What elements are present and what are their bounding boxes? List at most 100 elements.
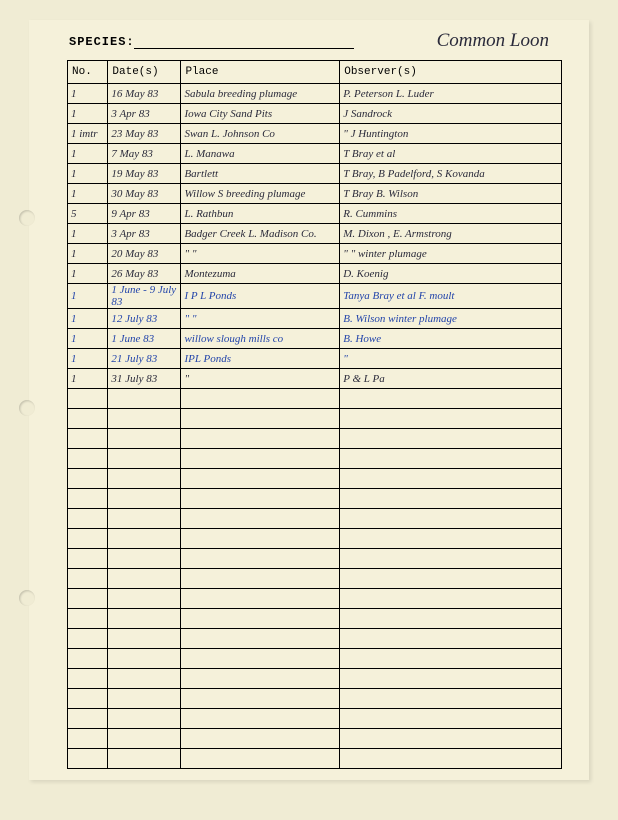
observation-table: No. Date(s) Place Observer(s) 116 May 83…: [67, 60, 562, 769]
cell-place: Swan L. Johnson Co: [181, 124, 340, 144]
cell-place: IPL Ponds: [181, 349, 340, 369]
cell-empty: [181, 609, 340, 629]
cell-empty: [181, 569, 340, 589]
table-row: 130 May 83Willow S breeding plumageT Bra…: [68, 184, 562, 204]
cell-empty: [181, 729, 340, 749]
cell-empty: [68, 509, 108, 529]
cell-empty: [181, 689, 340, 709]
cell-no: 1: [68, 329, 108, 349]
table-row-empty: [68, 729, 562, 749]
cell-empty: [108, 689, 181, 709]
cell-place: Sabula breeding plumage: [181, 84, 340, 104]
table-row-empty: [68, 689, 562, 709]
cell-empty: [108, 409, 181, 429]
cell-empty: [108, 729, 181, 749]
cell-date: 1 June 83: [108, 329, 181, 349]
cell-empty: [68, 589, 108, 609]
cell-no: 1: [68, 164, 108, 184]
cell-date: 21 July 83: [108, 349, 181, 369]
cell-empty: [340, 749, 562, 769]
punch-hole: [19, 590, 35, 606]
table-row: 121 July 83IPL Ponds": [68, 349, 562, 369]
cell-empty: [340, 529, 562, 549]
cell-empty: [68, 729, 108, 749]
table-row: 1 imtr23 May 83Swan L. Johnson Co" J Hun…: [68, 124, 562, 144]
cell-date: 31 July 83: [108, 369, 181, 389]
punch-hole: [19, 400, 35, 416]
table-row-empty: [68, 589, 562, 609]
table-row-empty: [68, 469, 562, 489]
cell-empty: [108, 549, 181, 569]
cell-empty: [68, 609, 108, 629]
cell-no: 1: [68, 84, 108, 104]
cell-empty: [340, 489, 562, 509]
cell-empty: [340, 509, 562, 529]
cell-observers: B. Howe: [340, 329, 562, 349]
cell-empty: [340, 709, 562, 729]
cell-observers: J Sandrock: [340, 104, 562, 124]
cell-empty: [108, 489, 181, 509]
cell-place: L. Rathbun: [181, 204, 340, 224]
cell-empty: [68, 629, 108, 649]
table-row-empty: [68, 549, 562, 569]
species-value: Common Loon: [437, 30, 549, 52]
table-row-empty: [68, 749, 562, 769]
cell-place: ": [181, 369, 340, 389]
cell-no: 1: [68, 264, 108, 284]
table-row-empty: [68, 709, 562, 729]
cell-observers: " " winter plumage: [340, 244, 562, 264]
cell-empty: [68, 549, 108, 569]
cell-empty: [181, 409, 340, 429]
table-row-empty: [68, 569, 562, 589]
cell-date: 20 May 83: [108, 244, 181, 264]
table-row-empty: [68, 489, 562, 509]
cell-empty: [340, 729, 562, 749]
cell-empty: [181, 629, 340, 649]
cell-empty: [108, 669, 181, 689]
cell-place: Badger Creek L. Madison Co.: [181, 224, 340, 244]
cell-place: " ": [181, 309, 340, 329]
cell-observers: Tanya Bray et al F. moult: [340, 284, 562, 309]
cell-empty: [181, 449, 340, 469]
species-underline: [134, 48, 354, 49]
cell-place: willow slough mills co: [181, 329, 340, 349]
cell-empty: [340, 589, 562, 609]
table-row-empty: [68, 509, 562, 529]
cell-no: 1: [68, 244, 108, 264]
cell-observers: R. Cummins: [340, 204, 562, 224]
cell-date: 19 May 83: [108, 164, 181, 184]
cell-empty: [108, 709, 181, 729]
cell-no: 1: [68, 309, 108, 329]
cell-place: Bartlett: [181, 164, 340, 184]
table-row-empty: [68, 529, 562, 549]
table-row: 112 July 83" "B. Wilson winter plumage: [68, 309, 562, 329]
species-label: SPECIES:: [69, 35, 135, 49]
cell-empty: [108, 389, 181, 409]
cell-empty: [181, 389, 340, 409]
cell-observers: T Bray, B Padelford, S Kovanda: [340, 164, 562, 184]
cell-no: 1: [68, 284, 108, 309]
header-place: Place: [181, 61, 340, 84]
cell-empty: [340, 569, 562, 589]
header-no: No.: [68, 61, 108, 84]
cell-no: 5: [68, 204, 108, 224]
header-dates: Date(s): [108, 61, 181, 84]
cell-empty: [181, 669, 340, 689]
cell-date: 30 May 83: [108, 184, 181, 204]
cell-empty: [68, 529, 108, 549]
cell-empty: [108, 569, 181, 589]
cell-empty: [340, 649, 562, 669]
cell-empty: [181, 469, 340, 489]
cell-empty: [68, 669, 108, 689]
table-row: 13 Apr 83Badger Creek L. Madison Co.M. D…: [68, 224, 562, 244]
table-row: 11 June - 9 July 83I P L PondsTanya Bray…: [68, 284, 562, 309]
cell-no: 1: [68, 184, 108, 204]
cell-place: " ": [181, 244, 340, 264]
cell-no: 1 imtr: [68, 124, 108, 144]
cell-no: 1: [68, 369, 108, 389]
cell-empty: [68, 469, 108, 489]
cell-observers: D. Koenig: [340, 264, 562, 284]
cell-empty: [181, 549, 340, 569]
cell-date: 7 May 83: [108, 144, 181, 164]
cell-place: L. Manawa: [181, 144, 340, 164]
